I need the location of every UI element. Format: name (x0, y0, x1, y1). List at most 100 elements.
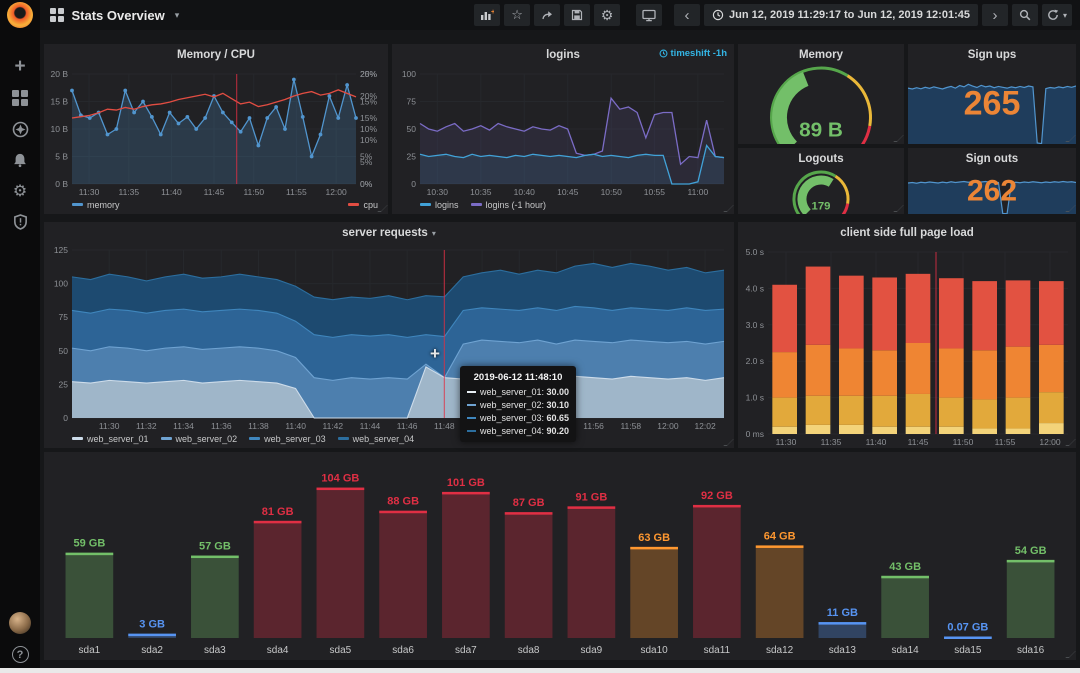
panel-title[interactable]: server requests ▾ (342, 227, 436, 239)
svg-text:11:35: 11:35 (821, 437, 842, 447)
svg-text:91 GB: 91 GB (575, 491, 607, 503)
explore-icon[interactable] (11, 120, 29, 138)
svg-text:125: 125 (54, 245, 68, 255)
panel-disk-usage: 59 GB sda1 3 GB sda2 57 GB sda3 81 GB sda4 104 G… (44, 452, 1076, 660)
panel-title[interactable]: Memory / CPU (177, 49, 255, 61)
legend-item[interactable]: logins (-1 hour) (470, 200, 546, 210)
panel-title[interactable]: Sign ups (967, 49, 1017, 61)
tv-mode-button[interactable] (636, 4, 663, 26)
svg-text:12:00: 12:00 (1039, 437, 1061, 447)
svg-text:10 B: 10 B (51, 124, 69, 134)
title-caret-down-icon[interactable]: ▾ (174, 9, 180, 20)
configuration-gear-icon[interactable]: ⚙ (12, 183, 28, 200)
server-requests-chart[interactable]: 0 25 50 75 100 125 11:30 11:32 11:34 11:36 11:38 11… (44, 244, 734, 432)
svg-text:104 GB: 104 GB (321, 473, 359, 485)
legend-item[interactable]: web_server_01 (72, 434, 149, 444)
dashboards-icon[interactable] (11, 89, 29, 107)
svg-text:89 B: 89 B (799, 118, 843, 141)
svg-text:11:50: 11:50 (953, 437, 974, 447)
svg-text:10:50: 10:50 (601, 187, 623, 197)
panel-page-load: client side full page load 0 ms 1.0 s 2.0 … (738, 222, 1076, 448)
panel-title[interactable]: Logouts (798, 153, 844, 165)
shield-icon[interactable] (11, 213, 29, 231)
legend-item[interactable]: cpu (348, 200, 378, 210)
memory-cpu-chart[interactable]: 0 B 0% 5 B 5% 10 B 10% 15 B 15% 20 B 20% 0% 5% 10% 15… (44, 66, 388, 198)
svg-text:75: 75 (59, 312, 69, 322)
svg-text:50: 50 (59, 346, 69, 356)
panel-title[interactable]: client side full page load (840, 227, 974, 239)
svg-text:sda14: sda14 (892, 645, 920, 656)
svg-text:87 GB: 87 GB (513, 497, 545, 509)
svg-text:25: 25 (59, 379, 69, 389)
refresh-caret-down-icon[interactable]: ▾ (1062, 10, 1067, 20)
refresh-button[interactable]: ▾ (1041, 4, 1072, 26)
zoom-out-button[interactable] (1011, 4, 1038, 26)
svg-text:5 B: 5 B (55, 152, 68, 162)
svg-text:sda1: sda1 (79, 645, 101, 656)
panel-sign-outs: Sign outs 262 (908, 148, 1076, 214)
svg-text:11:56: 11:56 (583, 421, 604, 431)
clock-icon (659, 49, 667, 58)
save-button[interactable] (564, 4, 591, 26)
svg-text:25: 25 (407, 152, 417, 162)
svg-text:sda12: sda12 (766, 645, 794, 656)
svg-text:11:35: 11:35 (118, 187, 139, 197)
legend-item[interactable]: web_server_02 (160, 434, 237, 444)
panel-title[interactable]: Memory (798, 49, 844, 61)
legend-swatch (249, 437, 261, 440)
time-forward-button[interactable]: › (981, 4, 1008, 26)
svg-text:20%: 20% (360, 91, 377, 101)
share-button[interactable] (534, 4, 561, 26)
memory-gauge[interactable]: 89 B (738, 66, 904, 144)
sign-outs-sparkline[interactable]: 262 (908, 170, 1076, 214)
alerting-bell-icon[interactable] (11, 151, 29, 169)
svg-text:11:30: 11:30 (99, 421, 120, 431)
svg-text:11:45: 11:45 (908, 437, 929, 447)
time-range-picker[interactable]: Jun 12, 2019 11:29:17 to Jun 12, 2019 12… (704, 4, 978, 26)
dashboard-settings-button[interactable]: ⚙ (594, 4, 621, 26)
sidebar: + ⚙ ? (0, 0, 40, 673)
tooltip-row: web_server_01: 30.00 (467, 387, 569, 397)
tooltip-row: web_server_02: 30.10 (467, 400, 569, 410)
grafana-logo-icon[interactable] (7, 2, 33, 28)
legend-item[interactable]: memory (72, 200, 120, 210)
sign-ups-sparkline[interactable]: 265 (908, 66, 1076, 144)
user-avatar[interactable] (9, 612, 31, 634)
panel-title[interactable]: logins timeshift -1h (546, 48, 727, 61)
add-panel-button[interactable]: + (474, 4, 501, 26)
panel-caret-down-icon[interactable]: ▾ (431, 228, 436, 238)
legend-item[interactable]: web_server_04 (337, 434, 414, 444)
panel-server-requests: server requests ▾ 0 25 50 75 100 125 11:30 11:32… (44, 222, 734, 448)
svg-text:sda16: sda16 (1017, 645, 1045, 656)
disk-usage-chart[interactable]: 59 GB sda1 3 GB sda2 57 GB sda3 81 GB sda4 104 G… (44, 452, 1076, 660)
tooltip-timestamp: 2019-06-12 11:48:10 (473, 372, 563, 383)
time-back-button[interactable]: ‹ (674, 4, 701, 26)
svg-text:5%: 5% (360, 157, 373, 167)
panel-title[interactable]: Sign outs (965, 153, 1019, 165)
svg-text:20 B: 20 B (51, 69, 69, 79)
logins-chart[interactable]: 0 25 50 75 100 10:30 10:35 10:40 10:45 10:50 10:55… (392, 66, 734, 198)
svg-text:10%: 10% (360, 135, 377, 145)
logouts-gauge[interactable]: 179 (738, 170, 904, 214)
timeshift-badge[interactable]: timeshift -1h (659, 48, 727, 59)
svg-text:2.0 s: 2.0 s (746, 356, 764, 366)
plus-icon[interactable]: + (14, 56, 26, 77)
legend-item[interactable]: web_server_03 (249, 434, 326, 444)
svg-text:11:42: 11:42 (322, 421, 343, 431)
page-load-chart[interactable]: 0 ms 1.0 s 2.0 s 3.0 s 4.0 s 5.0 s 11:30 11:35 1… (738, 244, 1076, 448)
svg-text:100: 100 (54, 279, 68, 289)
legend-item[interactable]: logins (420, 200, 459, 210)
svg-text:11:30: 11:30 (79, 187, 100, 197)
svg-text:11 GB: 11 GB (827, 607, 858, 619)
time-range-text: Jun 12, 2019 11:29:17 to Jun 12, 2019 12… (729, 9, 970, 21)
svg-text:11:55: 11:55 (286, 187, 307, 197)
panel-logouts-gauge: Logouts 179 (738, 148, 904, 214)
svg-text:57 GB: 57 GB (199, 541, 231, 553)
svg-text:sda6: sda6 (392, 645, 414, 656)
star-button[interactable]: ☆ (504, 4, 531, 26)
svg-text:11:45: 11:45 (204, 187, 225, 197)
navbar: Stats Overview ▾ + ☆ ⚙ ‹ Jun 12, 2019 (40, 0, 1080, 30)
dashboard-title[interactable]: Stats Overview (71, 7, 165, 23)
legend-swatch (160, 437, 172, 440)
help-icon[interactable]: ? (11, 646, 29, 663)
